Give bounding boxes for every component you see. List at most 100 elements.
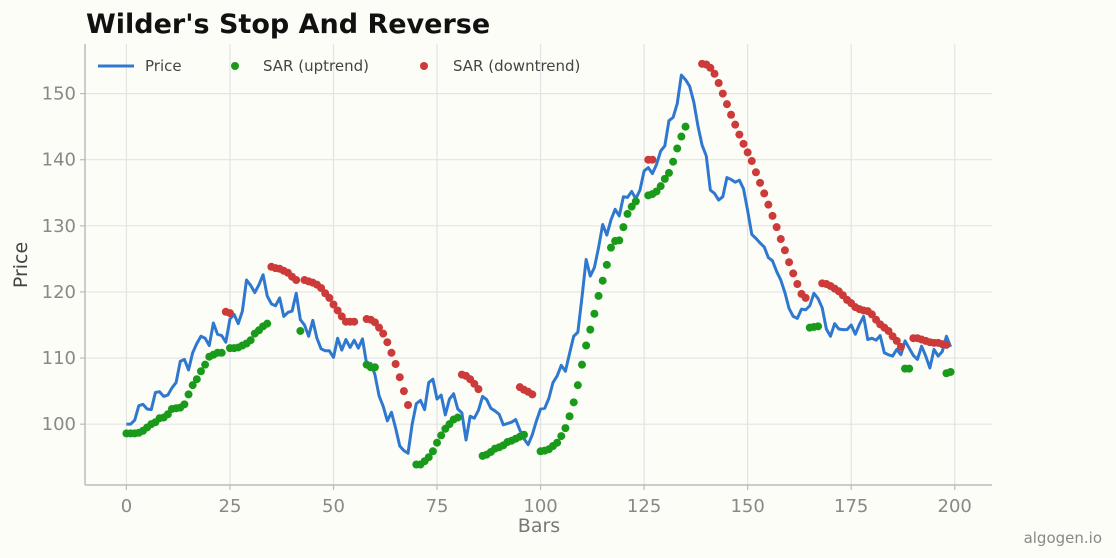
sar-down-point xyxy=(735,130,744,139)
sar-up-point xyxy=(577,360,586,369)
sar-up-point xyxy=(905,364,914,373)
sar-down-point xyxy=(383,338,392,347)
x-tick-label: 175 xyxy=(834,496,868,517)
price-line xyxy=(126,73,952,455)
y-tick-label: 130 xyxy=(42,216,76,237)
sar-down-point xyxy=(892,336,901,345)
sar-up-point xyxy=(184,390,193,399)
sar-down-point xyxy=(727,110,736,119)
sar-up-point xyxy=(677,132,686,141)
sar-down-point xyxy=(772,223,781,232)
sar-down-point xyxy=(768,211,777,220)
sar-down-point xyxy=(333,306,342,315)
sar-down-point xyxy=(325,293,334,302)
axes: 0 25 50 75 100 125 150 175 200 100 110 120 130 140 150 xyxy=(42,44,992,517)
sar-up-point xyxy=(433,438,442,447)
sar-up-point xyxy=(561,424,570,433)
legend-sar-down-label: SAR (downtrend) xyxy=(453,57,580,75)
sar-up-point xyxy=(188,381,197,390)
sar-up-point xyxy=(656,182,665,191)
sar-down-point xyxy=(776,235,785,244)
legend-sar-down-swatch xyxy=(420,62,428,70)
y-axis-label: Price xyxy=(10,242,32,288)
legend: Price SAR (uptrend) SAR (downtrend) xyxy=(98,57,580,75)
y-tick-label: 100 xyxy=(42,414,76,435)
sar-up-point xyxy=(217,348,226,357)
sar-up-point xyxy=(946,367,955,376)
sar-up-point xyxy=(520,430,528,439)
y-tick-label: 140 xyxy=(42,150,76,171)
sar-down-point xyxy=(225,309,234,318)
sar-down-point xyxy=(896,342,905,351)
sar-down-point xyxy=(292,276,301,285)
x-tick-label: 125 xyxy=(627,496,661,517)
y-tick-label: 120 xyxy=(42,282,76,303)
sar-up-point xyxy=(196,367,205,376)
sar-down-point xyxy=(801,293,810,302)
y-tick-label: 110 xyxy=(42,348,76,369)
legend-sar-up-swatch xyxy=(231,62,239,70)
grid xyxy=(85,44,992,485)
sar-up-point xyxy=(681,122,690,131)
sar-down-point xyxy=(793,280,802,288)
sar-downtrend-series xyxy=(221,59,951,409)
sar-up-point xyxy=(623,209,632,218)
sar-down-point xyxy=(739,139,748,148)
x-tick-label: 100 xyxy=(523,496,557,517)
x-axis-label: Bars xyxy=(518,515,560,537)
x-tick-label: 50 xyxy=(322,496,345,517)
sar-up-point xyxy=(598,276,607,285)
sar-up-point xyxy=(192,375,201,384)
sar-up-point xyxy=(557,432,566,441)
sar-down-point xyxy=(528,390,537,399)
sar-down-point xyxy=(722,100,731,109)
sar-up-point xyxy=(246,336,255,345)
sar-down-point xyxy=(399,387,408,396)
sar-down-point xyxy=(747,157,756,166)
sar-up-point xyxy=(582,341,591,350)
sar-up-point xyxy=(201,360,210,369)
sar-down-point xyxy=(387,348,396,357)
sar-down-point xyxy=(648,155,657,164)
sar-down-point xyxy=(350,317,359,326)
sar-up-point xyxy=(590,309,599,318)
chart-title: Wilder's Stop And Reverse xyxy=(86,9,490,40)
sar-down-point xyxy=(706,63,715,72)
sar-down-point xyxy=(329,300,338,309)
sar-up-point xyxy=(631,197,640,206)
sar-up-point xyxy=(594,291,603,300)
sar-up-point xyxy=(664,168,673,177)
sar-down-point xyxy=(764,200,773,209)
sar-up-point xyxy=(814,322,823,331)
sar-up-point xyxy=(673,144,682,153)
sar-down-point xyxy=(751,168,760,177)
sar-up-point xyxy=(602,260,611,269)
sar-down-point xyxy=(785,258,794,267)
sar-up-point xyxy=(606,243,615,252)
sar-down-point xyxy=(404,401,413,409)
price-series xyxy=(126,73,952,455)
sar-down-point xyxy=(395,373,404,382)
sar-up-point xyxy=(569,398,578,407)
x-tick-label: 200 xyxy=(938,496,972,517)
sar-uptrend-series xyxy=(122,122,955,469)
sar-down-point xyxy=(743,148,752,157)
sar-up-point xyxy=(619,223,628,232)
sar-up-point xyxy=(437,431,446,440)
sar-down-point xyxy=(714,79,723,88)
sar-up-point xyxy=(263,319,272,328)
legend-price-label: Price xyxy=(145,57,182,75)
sar-down-point xyxy=(789,269,798,278)
sar-down-point xyxy=(379,329,388,338)
sar-down-point xyxy=(731,120,740,129)
sar-down-point xyxy=(391,360,400,369)
sar-up-point xyxy=(453,413,462,422)
sar-up-point xyxy=(565,412,574,421)
sar-down-point xyxy=(942,340,951,349)
watermark: algogen.io xyxy=(1024,529,1102,547)
sar-up-point xyxy=(428,447,437,456)
x-tick-label: 0 xyxy=(121,496,132,517)
x-tick-label: 150 xyxy=(730,496,764,517)
sar-down-point xyxy=(780,246,789,255)
